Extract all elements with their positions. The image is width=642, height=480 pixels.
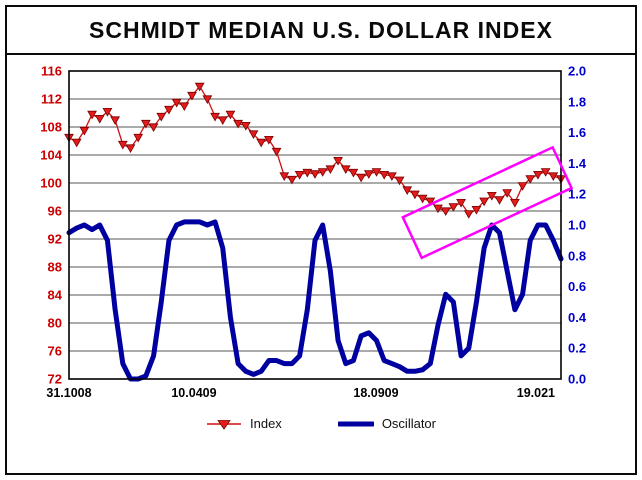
svg-text:10.0409: 10.0409 — [171, 386, 216, 400]
svg-text:84: 84 — [47, 288, 62, 303]
svg-text:0.2: 0.2 — [568, 341, 586, 356]
index-marker-icon — [207, 419, 241, 430]
legend-item-index: Index — [206, 416, 282, 431]
svg-text:1.0: 1.0 — [568, 218, 586, 233]
legend-label-oscillator: Oscillator — [381, 416, 436, 431]
chart-canvas: 116 112 108 104 100 96 92 88 84 80 76 72 2.0 1.8 1.6 1.… — [40, 64, 587, 401]
svg-text:2.0: 2.0 — [568, 64, 586, 79]
page-title: SCHMIDT MEDIAN U.S. DOLLAR INDEX — [89, 16, 553, 43]
svg-text:18.0909: 18.0909 — [353, 386, 398, 400]
svg-text:104: 104 — [40, 148, 62, 163]
svg-text:92: 92 — [47, 232, 61, 247]
svg-text:0.0: 0.0 — [568, 372, 586, 387]
svg-text:0.6: 0.6 — [568, 279, 586, 294]
svg-text:1.6: 1.6 — [568, 125, 586, 140]
svg-text:0.8: 0.8 — [568, 248, 586, 263]
svg-text:31.1008: 31.1008 — [46, 386, 91, 400]
svg-text:1.2: 1.2 — [568, 187, 586, 202]
svg-text:76: 76 — [47, 344, 61, 359]
legend: Index Oscillator — [7, 416, 635, 431]
chart-frame: SCHMIDT MEDIAN U.S. DOLLAR INDEX 116 112 1… — [5, 5, 637, 475]
svg-text:88: 88 — [47, 260, 61, 275]
svg-text:72: 72 — [47, 372, 61, 387]
svg-text:112: 112 — [41, 92, 62, 107]
svg-text:1.4: 1.4 — [568, 156, 587, 171]
chart-area: 116 112 108 104 100 96 92 88 84 80 76 72 2.0 1.8 1.6 1.… — [9, 57, 634, 414]
legend-label-index: Index — [250, 416, 282, 431]
oscillator-marker-icon — [337, 421, 374, 426]
svg-text:100: 100 — [40, 176, 62, 191]
svg-text:19.021: 19.021 — [516, 386, 554, 400]
chart-header: SCHMIDT MEDIAN U.S. DOLLAR INDEX — [7, 7, 635, 55]
svg-text:0.4: 0.4 — [568, 310, 587, 325]
svg-text:80: 80 — [47, 316, 61, 331]
svg-text:96: 96 — [47, 204, 61, 219]
svg-text:116: 116 — [41, 64, 62, 79]
svg-text:108: 108 — [40, 120, 62, 135]
svg-text:1.8: 1.8 — [568, 94, 586, 109]
legend-item-oscillator: Oscillator — [337, 416, 436, 431]
